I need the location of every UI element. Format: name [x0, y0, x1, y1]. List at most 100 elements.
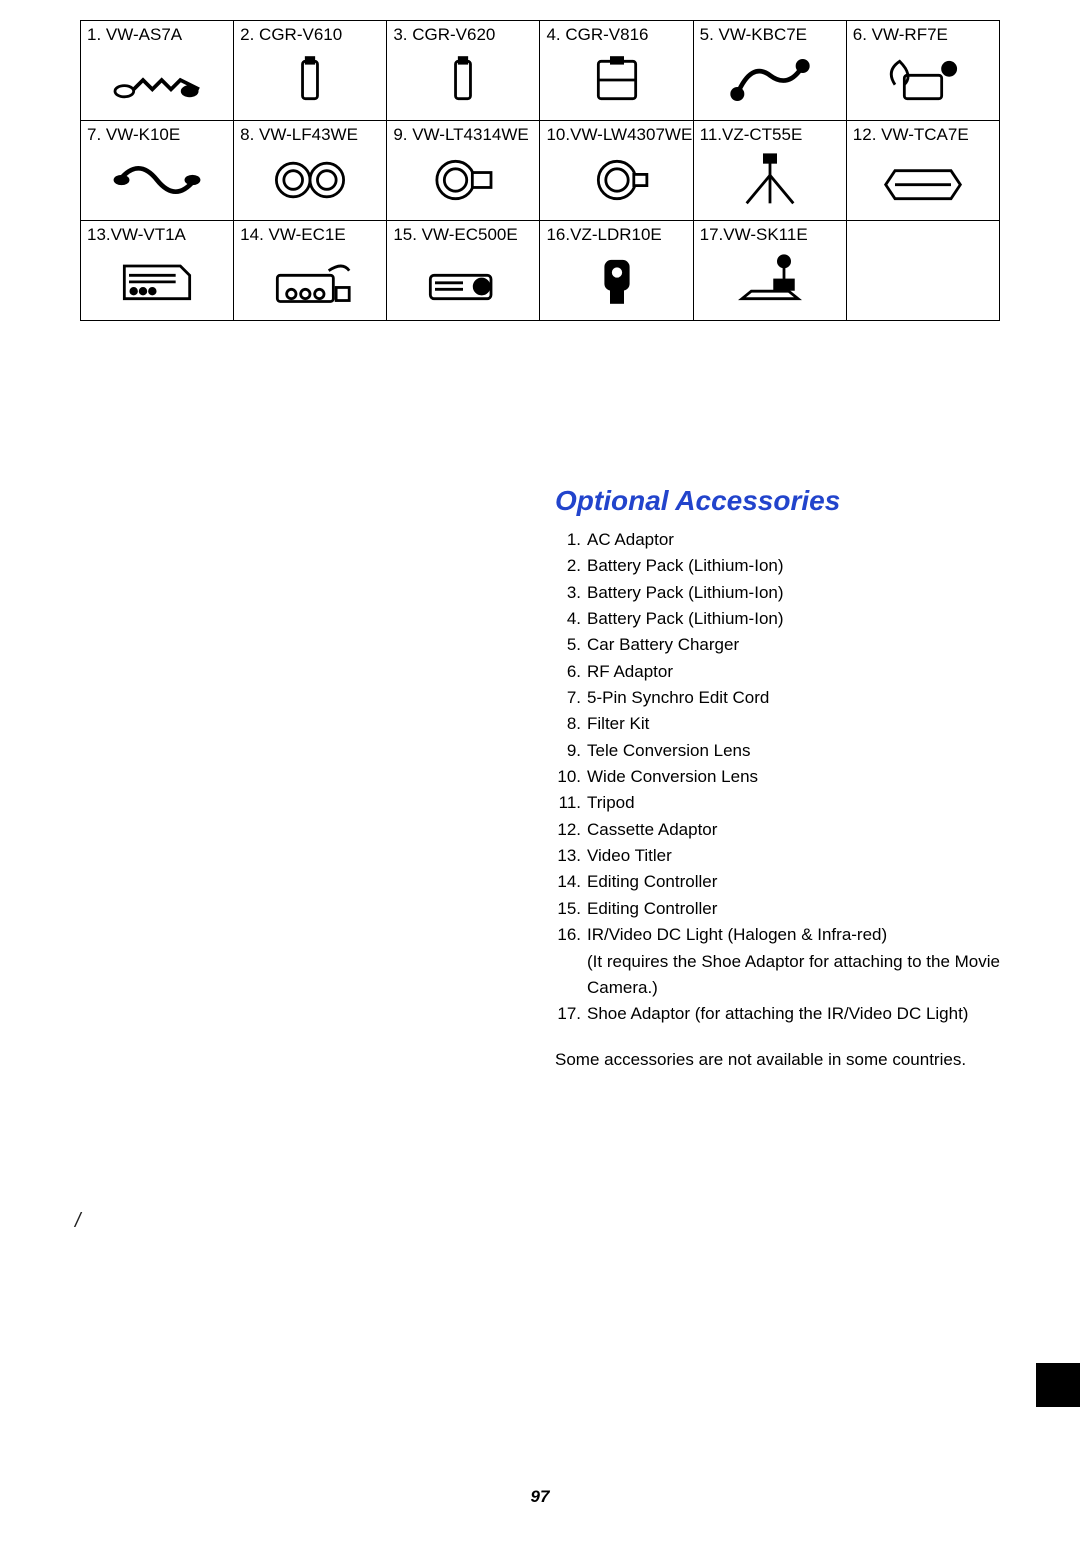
accessory-number: 7. — [555, 685, 587, 711]
grid-cell-label: 10.VW-LW4307WE — [546, 125, 686, 145]
accessory-item: 15.Editing Controller — [555, 896, 1025, 922]
accessory-item: 7.5-Pin Synchro Edit Cord — [555, 685, 1025, 711]
grid-cell-label: 9. VW-LT4314WE — [393, 125, 533, 145]
accessory-item: 13.Video Titler — [555, 843, 1025, 869]
car-charger-icon — [700, 49, 840, 111]
grid-cell: 8. VW-LF43WE — [234, 121, 387, 221]
accessory-text: Editing Controller — [587, 869, 1025, 895]
accessory-number: 13. — [555, 843, 587, 869]
accessory-text: Battery Pack (Lithium-Ion) — [587, 606, 1025, 632]
page-number: 97 — [0, 1487, 1080, 1507]
accessory-item: 5.Car Battery Charger — [555, 632, 1025, 658]
grid-cell: 4. CGR-V816 — [540, 21, 693, 121]
grid-cell-label: 16.VZ-LDR10E — [546, 225, 686, 245]
accessory-number: 8. — [555, 711, 587, 737]
grid-cell-label: 15. VW-EC500E — [393, 225, 533, 245]
wide-lens-icon — [546, 149, 686, 211]
accessory-number: 2. — [555, 553, 587, 579]
accessory-item: 6.RF Adaptor — [555, 659, 1025, 685]
grid-cell-label: 2. CGR-V610 — [240, 25, 380, 45]
battery-wide-icon — [546, 49, 686, 111]
accessory-text: IR/Video DC Light (Halogen & Infra-red)(… — [587, 922, 1025, 1001]
accessory-grid: 1. VW-AS7A 2. CGR-V610 3. CGR-V620 4. CGR-V… — [80, 20, 1000, 321]
grid-cell-label: 6. VW-RF7E — [853, 25, 993, 45]
battery-icon — [393, 49, 533, 111]
grid-cell: 14. VW-EC1E — [234, 221, 387, 321]
accessory-number: 16. — [555, 922, 587, 1001]
grid-cell-label: 14. VW-EC1E — [240, 225, 380, 245]
editor2-icon — [393, 249, 533, 311]
accessory-item: 11.Tripod — [555, 790, 1025, 816]
accessory-text: Battery Pack (Lithium-Ion) — [587, 553, 1025, 579]
accessory-number: 3. — [555, 580, 587, 606]
accessory-text: Car Battery Charger — [587, 632, 1025, 658]
page-tab-marker — [1036, 1363, 1080, 1407]
grid-cell: 11.VZ-CT55E — [693, 121, 846, 221]
grid-cell: 7. VW-K10E — [81, 121, 234, 221]
grid-cell-label: 1. VW-AS7A — [87, 25, 227, 45]
dc-light-icon — [546, 249, 686, 311]
grid-cell-label: 7. VW-K10E — [87, 125, 227, 145]
footnote: Some accessories are not available in so… — [555, 1050, 1025, 1070]
accessory-number: 14. — [555, 869, 587, 895]
grid-cell: 12. VW-TCA7E — [846, 121, 999, 221]
grid-cell: 17.VW-SK11E — [693, 221, 846, 321]
grid-cell-label: 3. CGR-V620 — [393, 25, 533, 45]
grid-cell-label: 5. VW-KBC7E — [700, 25, 840, 45]
cord-icon — [87, 149, 227, 211]
accessory-text: Editing Controller — [587, 896, 1025, 922]
accessory-item: 17.Shoe Adaptor (for attaching the IR/Vi… — [555, 1001, 1025, 1027]
rf-adaptor-icon — [853, 49, 993, 111]
grid-cell-label: 12. VW-TCA7E — [853, 125, 993, 145]
accessory-text: Cassette Adaptor — [587, 817, 1025, 843]
grid-cell: 2. CGR-V610 — [234, 21, 387, 121]
filter-icon — [240, 149, 380, 211]
grid-cell-label: 4. CGR-V816 — [546, 25, 686, 45]
grid-cell: 10.VW-LW4307WE — [540, 121, 693, 221]
grid-cell: 6. VW-RF7E — [846, 21, 999, 121]
grid-cell: 1. VW-AS7A — [81, 21, 234, 121]
accessory-text: Video Titler — [587, 843, 1025, 869]
adaptor-icon — [87, 49, 227, 111]
accessory-number: 6. — [555, 659, 587, 685]
accessories-list: 1.AC Adaptor2.Battery Pack (Lithium-Ion)… — [555, 527, 1025, 1028]
accessory-number: 1. — [555, 527, 587, 553]
accessory-item: 4.Battery Pack (Lithium-Ion) — [555, 606, 1025, 632]
accessory-item: 8.Filter Kit — [555, 711, 1025, 737]
editor1-icon — [240, 249, 380, 311]
accessory-number: 15. — [555, 896, 587, 922]
grid-cell: 9. VW-LT4314WE — [387, 121, 540, 221]
tripod-icon — [700, 149, 840, 211]
accessory-number: 12. — [555, 817, 587, 843]
accessories-section: Optional Accessories 1.AC Adaptor2.Batte… — [555, 485, 1025, 1070]
accessory-number: 10. — [555, 764, 587, 790]
accessory-text: 5-Pin Synchro Edit Cord — [587, 685, 1025, 711]
grid-cell: 3. CGR-V620 — [387, 21, 540, 121]
grid-cell: 15. VW-EC500E — [387, 221, 540, 321]
accessory-item: 9.Tele Conversion Lens — [555, 738, 1025, 764]
accessory-item: 10.Wide Conversion Lens — [555, 764, 1025, 790]
cassette-adaptor-icon — [853, 149, 993, 211]
accessory-text: Battery Pack (Lithium-Ion) — [587, 580, 1025, 606]
shoe-adaptor-icon — [700, 249, 840, 311]
accessory-number: 4. — [555, 606, 587, 632]
grid-cell — [846, 221, 999, 321]
grid-cell: 13.VW-VT1A — [81, 221, 234, 321]
accessory-item: 1.AC Adaptor — [555, 527, 1025, 553]
tele-lens-icon — [393, 149, 533, 211]
accessory-text: Filter Kit — [587, 711, 1025, 737]
accessory-text: RF Adaptor — [587, 659, 1025, 685]
grid-cell-label: 13.VW-VT1A — [87, 225, 227, 245]
titler-icon — [87, 249, 227, 311]
grid-cell: 16.VZ-LDR10E — [540, 221, 693, 321]
accessory-text: Tripod — [587, 790, 1025, 816]
battery-icon — [240, 49, 380, 111]
grid-cell-label: 17.VW-SK11E — [700, 225, 840, 245]
accessory-item: 2.Battery Pack (Lithium-Ion) — [555, 553, 1025, 579]
accessory-number: 17. — [555, 1001, 587, 1027]
accessory-text: Tele Conversion Lens — [587, 738, 1025, 764]
accessory-text: Shoe Adaptor (for attaching the IR/Video… — [587, 1001, 1025, 1027]
accessory-number: 5. — [555, 632, 587, 658]
accessory-text: AC Adaptor — [587, 527, 1025, 553]
section-title: Optional Accessories — [555, 485, 1025, 517]
